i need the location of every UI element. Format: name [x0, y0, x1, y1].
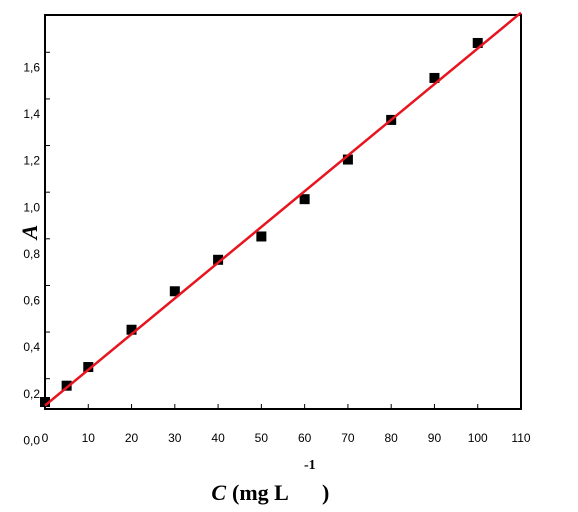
point	[40, 397, 50, 408]
point	[429, 72, 440, 83]
plot-frame	[44, 14, 522, 410]
point	[299, 194, 310, 205]
y-tick-label: 1,4	[23, 107, 40, 121]
y-tick-label: 0,2	[23, 387, 40, 401]
y-tick-label: 0,0	[23, 433, 40, 447]
y-axis-label: A	[17, 225, 42, 242]
x-axis-label: C	[211, 480, 226, 505]
point	[126, 324, 137, 335]
x-tick-label: 110	[511, 431, 530, 445]
fit-line	[44, 11, 522, 407]
y-tick-label: 1,6	[23, 60, 40, 74]
x-axis-label: )	[322, 480, 329, 505]
point	[83, 362, 94, 373]
point	[61, 380, 72, 391]
x-axis-label-sup: -1	[304, 458, 316, 473]
point	[213, 254, 224, 265]
x-tick-label: 60	[298, 431, 312, 445]
x-tick-label: 40	[211, 431, 225, 445]
x-tick-label: 80	[385, 431, 399, 445]
y-tick-label: 0,8	[23, 247, 40, 261]
x-tick-label: 70	[341, 431, 355, 445]
y-tick-label: 1,0	[23, 200, 40, 214]
x-tick-label: 90	[428, 431, 442, 445]
x-tick-label: 50	[255, 431, 269, 445]
y-tick-label: 0,4	[23, 340, 40, 354]
x-tick-label: 0	[42, 431, 49, 445]
point	[256, 231, 267, 242]
x-tick-label: 100	[468, 431, 488, 445]
x-tick-label: 20	[125, 431, 139, 445]
x-axis-label: (mg L	[232, 480, 289, 505]
point	[342, 154, 353, 165]
x-tick-label: 30	[168, 431, 182, 445]
y-tick-label: 1,2	[23, 154, 40, 168]
y-tick-label: 0,6	[23, 294, 40, 308]
point	[169, 286, 180, 297]
x-tick-label: 10	[82, 431, 96, 445]
point	[472, 37, 483, 48]
